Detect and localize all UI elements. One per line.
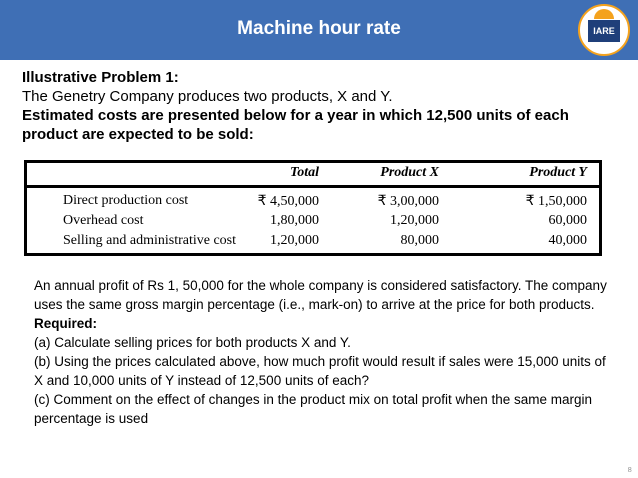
problem-heading: Illustrative Problem 1: — [22, 69, 179, 86]
row-product-y: ₹ 1,50,000 — [525, 194, 587, 209]
question-c: (c) Comment on the effect of changes in … — [34, 392, 593, 426]
slide-header: Machine hour rate IARE — [0, 0, 638, 60]
row-label: Selling and administrative cost — [63, 233, 237, 248]
table-row: Overhead cost 1,80,000 1,20,000 60,000 — [27, 213, 599, 233]
row-total: ₹ 4,50,000 — [257, 194, 319, 209]
required-heading: Required: — [34, 316, 98, 331]
row-product-y: 60,000 — [548, 213, 588, 228]
header-total: Total — [289, 165, 319, 180]
row-product-y: 40,000 — [548, 233, 588, 248]
header-product-x: Product X — [380, 165, 439, 180]
iare-logo-icon: IARE — [578, 4, 630, 56]
intro-line-2: Estimated costs are presented below for … — [22, 107, 569, 143]
problem-text: An annual profit of Rs 1, 50,000 for the… — [34, 276, 614, 428]
cost-table: Total Product X Product Y Direct product… — [24, 160, 602, 256]
question-a: (a) Calculate selling prices for both pr… — [34, 335, 351, 350]
row-label: Direct production cost — [63, 193, 189, 208]
header-product-y: Product Y — [529, 165, 587, 180]
row-label: Overhead cost — [63, 213, 144, 228]
row-product-x: ₹ 3,00,000 — [377, 194, 439, 209]
row-product-x: 1,20,000 — [390, 213, 439, 228]
table-header-row: Total Product X Product Y — [27, 163, 599, 188]
intro-section: Illustrative Problem 1: The Genetry Comp… — [22, 68, 622, 144]
logo-sun-icon — [594, 9, 614, 19]
question-b: (b) Using the prices calculated above, h… — [34, 354, 606, 388]
row-product-x: 80,000 — [400, 233, 440, 248]
table-row: Selling and administrative cost 1,20,000… — [27, 233, 599, 253]
logo-text: IARE — [588, 20, 620, 42]
row-total: 1,80,000 — [270, 213, 319, 228]
slide-title: Machine hour rate — [237, 18, 401, 39]
page-number: 8 — [627, 466, 632, 474]
intro-line-1: The Genetry Company produces two product… — [22, 88, 393, 105]
table-row: Direct production cost ₹ 4,50,000 ₹ 3,00… — [27, 193, 599, 213]
problem-paragraph: An annual profit of Rs 1, 50,000 for the… — [34, 278, 607, 312]
row-total: 1,20,000 — [270, 233, 319, 248]
